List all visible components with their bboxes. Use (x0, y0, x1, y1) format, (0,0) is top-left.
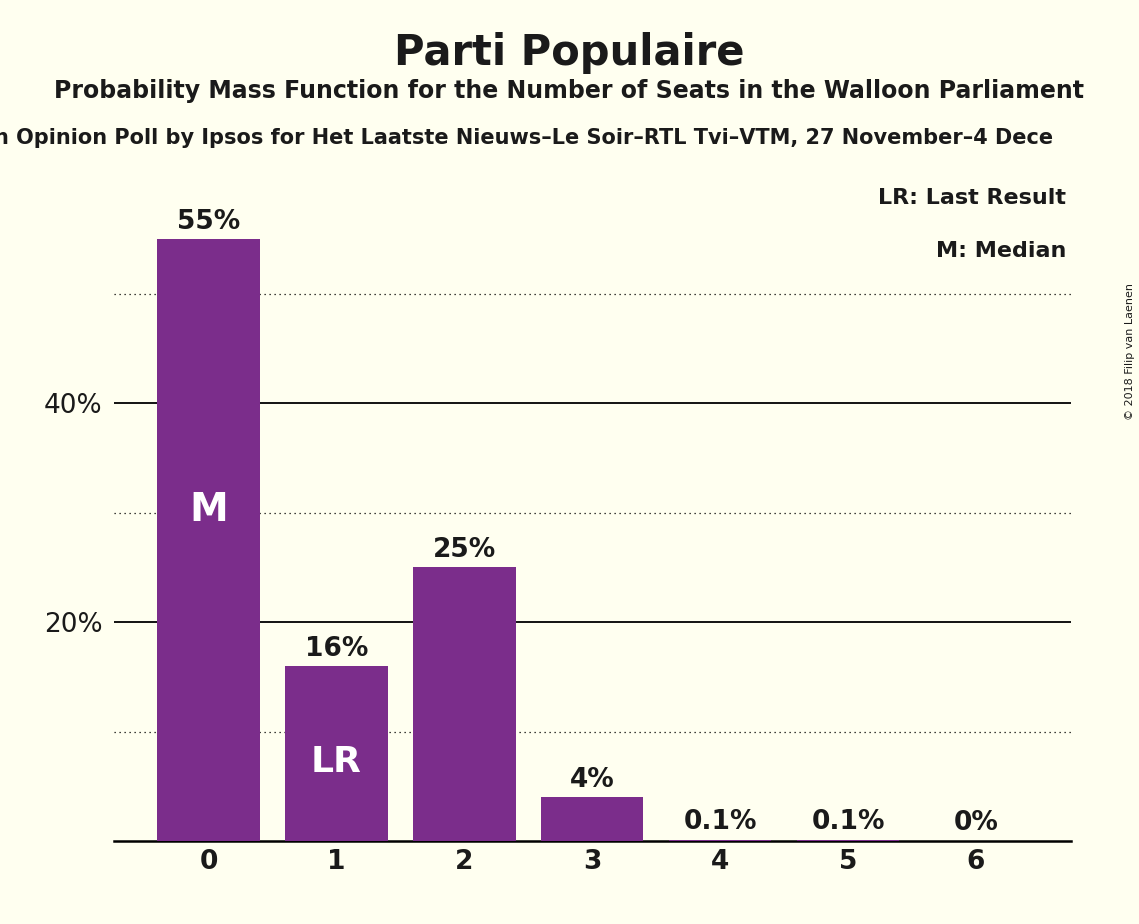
Text: LR: LR (311, 745, 362, 779)
Text: M: M (189, 491, 228, 529)
Bar (285, 666, 387, 841)
Text: 4%: 4% (570, 767, 615, 793)
Text: 0.1%: 0.1% (683, 809, 757, 835)
Text: M: Median: M: Median (935, 240, 1066, 261)
Bar (413, 567, 516, 841)
Text: © 2018 Filip van Laenen: © 2018 Filip van Laenen (1125, 283, 1134, 419)
Text: Parti Populaire: Parti Populaire (394, 32, 745, 74)
Text: 0%: 0% (953, 810, 999, 836)
Bar (669, 840, 771, 841)
Text: 16%: 16% (305, 636, 368, 662)
Text: LR: Last Result: LR: Last Result (878, 188, 1066, 208)
Bar (541, 797, 644, 841)
Bar (797, 840, 900, 841)
Text: 55%: 55% (177, 209, 240, 235)
Text: 0.1%: 0.1% (811, 809, 885, 835)
Bar (157, 239, 260, 841)
Text: 25%: 25% (433, 537, 495, 563)
Text: Probability Mass Function for the Number of Seats in the Walloon Parliament: Probability Mass Function for the Number… (55, 79, 1084, 103)
Text: n Opinion Poll by Ipsos for Het Laatste Nieuws–Le Soir–RTL Tvi–VTM, 27 November–: n Opinion Poll by Ipsos for Het Laatste … (0, 128, 1054, 148)
